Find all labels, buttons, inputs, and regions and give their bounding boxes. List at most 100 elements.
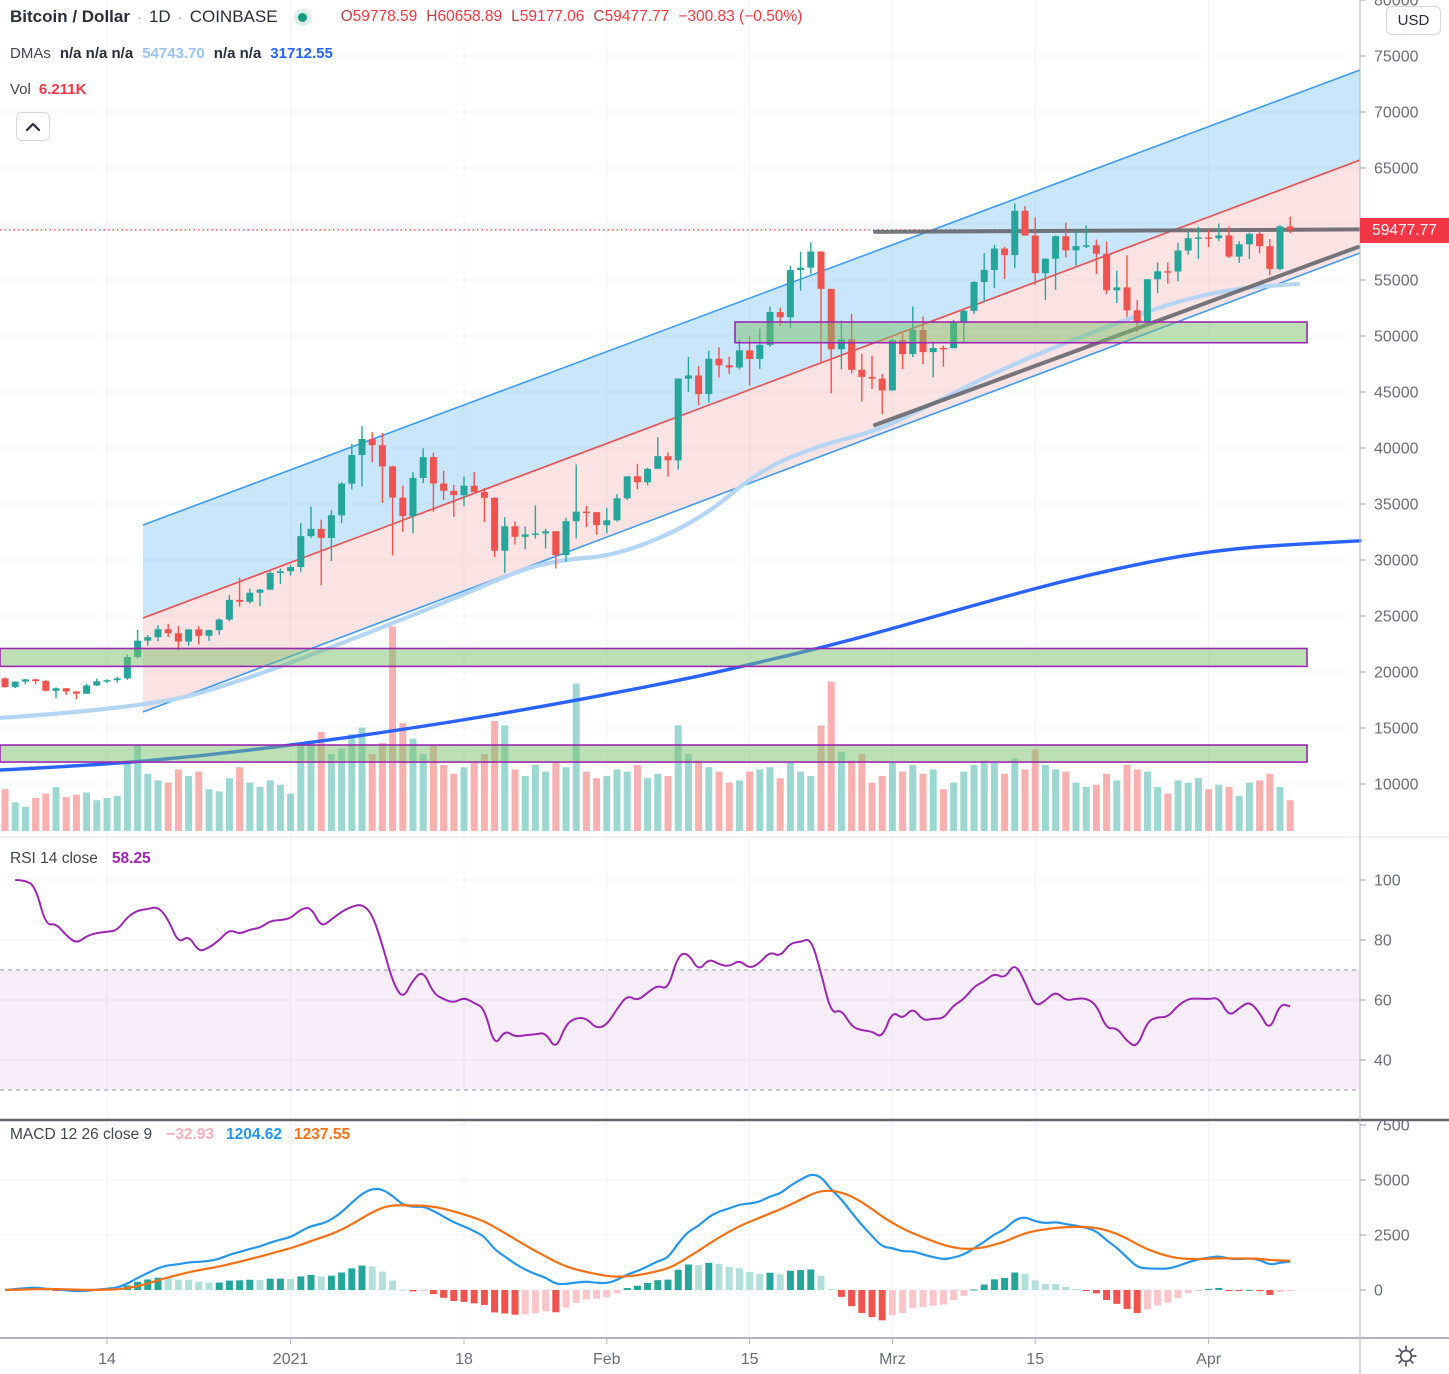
macd-legend: MACD 12 26 close 9 −32.93 1204.62 1237.5… [10, 1126, 350, 1144]
volume-bar [1225, 787, 1233, 831]
volume-bar [256, 787, 264, 831]
candle-body [11, 681, 19, 688]
candle-body [358, 439, 366, 456]
volume-bar [1052, 769, 1060, 831]
candle-body [72, 691, 80, 694]
macd-histogram-bar [511, 1290, 519, 1315]
candle-body [399, 497, 407, 517]
candle-body [633, 476, 641, 483]
macd-histogram-bar [276, 1278, 284, 1290]
channel-middle-line[interactable] [142, 159, 1361, 619]
macd-signal-value: 1237.55 [294, 1126, 351, 1143]
volume-bar [419, 754, 427, 831]
volume-bar [868, 782, 876, 831]
axis-settings-gear-icon[interactable] [1394, 1344, 1418, 1368]
macd-histogram-bar [848, 1290, 856, 1307]
volume-bar [32, 798, 40, 831]
volume-bar [174, 769, 182, 831]
macd-histogram-bar [1072, 1288, 1080, 1290]
macd-histogram-bar [980, 1284, 988, 1290]
price-zone-box[interactable] [0, 744, 1308, 763]
macd-histogram-bar [837, 1290, 845, 1297]
volume-bar [62, 796, 70, 831]
symbol-title[interactable]: Bitcoin / Dollar [10, 7, 130, 26]
candle-body [613, 498, 621, 521]
candle-body [1276, 226, 1284, 269]
candle-body [735, 350, 743, 368]
candle-body [521, 534, 529, 537]
volume-bar [684, 754, 692, 831]
candle-body [32, 679, 40, 682]
volume-bar [1092, 784, 1100, 831]
volume-bar [1164, 793, 1172, 831]
volume-bar [123, 760, 131, 831]
macd-histogram-bar [1052, 1284, 1060, 1290]
candle-body [888, 340, 896, 391]
macd-histogram-bar [1276, 1290, 1284, 1293]
volume-bar [215, 791, 223, 831]
candle-body [1041, 258, 1049, 274]
volume-bar [644, 778, 652, 831]
channel-upper-line[interactable] [142, 69, 1361, 526]
macd-histogram-bar [1215, 1287, 1223, 1290]
candle-body [195, 629, 203, 636]
interval-label[interactable]: 1D [148, 7, 171, 26]
candle-body [460, 485, 468, 496]
macd-histogram-bar [1286, 1290, 1294, 1291]
candle-body [980, 269, 988, 283]
candle-body [960, 310, 968, 323]
candle-body [531, 533, 539, 535]
price-zone-box[interactable] [0, 647, 1308, 668]
volume-bar [1001, 773, 1009, 831]
currency-toggle-button[interactable]: USD [1386, 6, 1441, 35]
candle-body [1215, 235, 1223, 239]
macd-histogram-bar [858, 1290, 866, 1313]
volume-legend: Vol 6.211K [10, 81, 86, 98]
price-axis-label: 70000 [1374, 105, 1419, 122]
volume-bar [113, 795, 121, 831]
volume-bar [511, 769, 519, 831]
macd-histogram-bar [1245, 1289, 1253, 1291]
macd-histogram-bar [572, 1290, 580, 1303]
candle-body [1011, 210, 1019, 256]
price-axis-label: 65000 [1374, 161, 1419, 178]
volume-bar [429, 745, 437, 831]
macd-histogram-bar [399, 1289, 407, 1291]
volume-bar [1256, 780, 1264, 831]
volume-bar [725, 782, 733, 831]
volume-bar [470, 762, 478, 831]
candle-body [1245, 233, 1253, 245]
volume-bar [338, 748, 346, 831]
candle-body [552, 531, 560, 556]
macd-histogram-bar [1205, 1288, 1213, 1290]
price-zone-box[interactable] [734, 321, 1308, 344]
macd-histogram-bar [654, 1280, 662, 1290]
candle-body [817, 251, 825, 289]
macd-histogram-bar [715, 1263, 723, 1290]
candle-body [429, 457, 437, 484]
candle-body [868, 376, 876, 379]
collapse-legend-button[interactable] [16, 112, 50, 141]
candle-body [797, 267, 805, 271]
volume-bar [1072, 782, 1080, 831]
chevron-up-icon [25, 122, 41, 131]
macd-histogram-bar [317, 1276, 325, 1290]
macd-histogram-bar [664, 1279, 672, 1290]
rsi-value: 58.25 [111, 850, 151, 867]
candle-body [705, 358, 713, 395]
macd-histogram-bar [705, 1262, 713, 1290]
symbol-legend[interactable]: Bitcoin / Dollar · 1D · COINBASE O59778.… [10, 7, 802, 27]
volume-bar [776, 778, 784, 831]
candle-body [256, 589, 264, 593]
rsi-axis-label: 100 [1374, 873, 1401, 890]
macd-title: MACD 12 26 close 9 [10, 1126, 153, 1143]
volume-bar [103, 798, 111, 831]
macd-histogram-bar [225, 1280, 233, 1290]
candle-body [1184, 238, 1192, 251]
macd-histogram-bar [164, 1277, 172, 1290]
volume-bar [970, 765, 978, 831]
macd-histogram-bar [746, 1271, 754, 1290]
volume-bar [654, 773, 662, 831]
macd-histogram-bar [1001, 1277, 1009, 1290]
